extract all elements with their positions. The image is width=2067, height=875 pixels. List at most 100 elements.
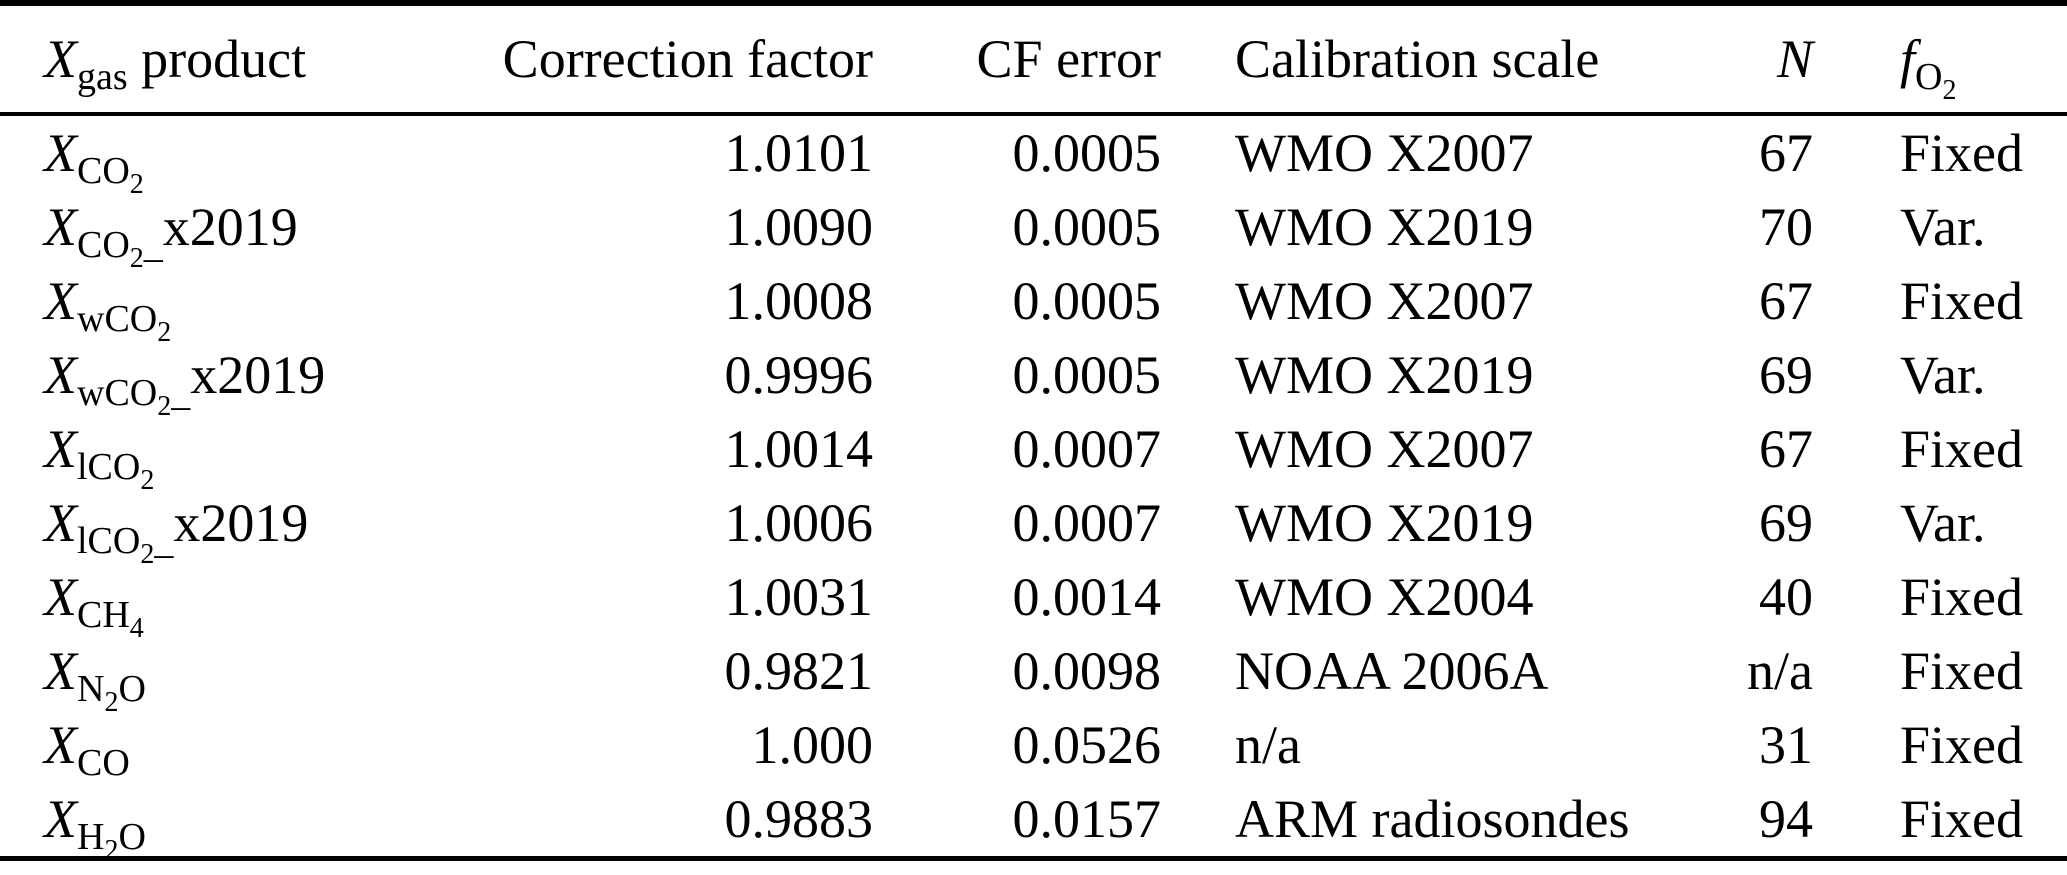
- cell-fo2: Var.: [1900, 345, 1986, 405]
- cell-calibration-scale: n/a: [1235, 715, 1301, 775]
- subscript-text: lCO: [77, 446, 141, 488]
- cell-fo2: Fixed: [1900, 715, 2024, 775]
- cell-fo2: Var.: [1900, 493, 1986, 553]
- cell-xgas-product: XCO2_x2019: [0, 190, 474, 273]
- table-header: Xgas product Correction factor CF error …: [0, 3, 2067, 114]
- cell-correction-factor: 0.9821: [724, 641, 874, 701]
- cell-cf-error: 0.0157: [1012, 789, 1162, 849]
- cell-correction-factor: 1.000: [751, 715, 874, 775]
- cell-xgas-product: XN2O: [0, 634, 474, 717]
- subscript-text: gas: [77, 56, 128, 98]
- label-text: X: [44, 715, 77, 775]
- col-header-n: N: [1735, 3, 1815, 114]
- label-text: x2019: [190, 345, 326, 405]
- cell-xgas-product: XlCO2_x2019: [0, 486, 474, 569]
- label-text: X: [44, 123, 77, 183]
- cell-correction-factor: 1.0090: [724, 197, 874, 257]
- cell-n: 69: [1759, 345, 1813, 405]
- cell-correction-factor: 1.0006: [724, 493, 874, 553]
- cell-xgas-product: XwCO2: [0, 264, 474, 347]
- subscript-text: 2: [104, 835, 119, 866]
- cell-n: 69: [1759, 493, 1813, 553]
- label-text: x2019: [173, 493, 309, 553]
- subscript-text: 2: [1942, 75, 1957, 106]
- cell-fo2: Var.: [1900, 197, 1986, 257]
- subscript-text: CO: [77, 742, 130, 784]
- cell-xgas-product: XH2O: [0, 782, 474, 865]
- label-text: X: [44, 345, 77, 405]
- cell-n: 31: [1759, 715, 1813, 775]
- cell-cf-error: 0.0007: [1012, 419, 1162, 479]
- col-header-cf-error: CF error: [976, 29, 1161, 89]
- table-row: XlCO2 1.0014 0.0007 WMO X2007 67 Fixed: [0, 412, 2067, 495]
- subscript-text: _: [154, 520, 174, 562]
- cell-calibration-scale: WMO X2004: [1235, 567, 1534, 627]
- cell-cf-error: 0.0014: [1012, 567, 1162, 627]
- table-row: XwCO2_x2019 0.9996 0.0005 WMO X2019 69 V…: [0, 338, 2067, 421]
- cell-calibration-scale: ARM radiosondes: [1235, 789, 1630, 849]
- table-row: XN2O 0.9821 0.0098 NOAA 2006A n/a Fixed: [0, 634, 2067, 717]
- cell-calibration-scale: WMO X2019: [1235, 493, 1534, 553]
- cell-xgas-product: XCO2: [0, 114, 474, 199]
- cell-xgas-product: XCH4: [0, 560, 474, 643]
- cell-cf-error: 0.0007: [1012, 493, 1162, 553]
- cell-correction-factor: 0.9883: [724, 789, 874, 849]
- cell-n: n/a: [1747, 641, 1813, 701]
- subscript-text: _: [143, 224, 163, 266]
- table-row: XwCO2 1.0008 0.0005 WMO X2007 67 Fixed: [0, 264, 2067, 347]
- cell-calibration-scale: WMO X2007: [1235, 123, 1534, 183]
- label-text: X: [44, 641, 77, 701]
- cell-calibration-scale: NOAA 2006A: [1235, 641, 1549, 701]
- cell-fo2: Fixed: [1900, 271, 2024, 331]
- subscript-text: CO: [77, 224, 130, 266]
- subscript-text: N: [77, 668, 105, 710]
- col-header-calibration-scale: Calibration scale: [1235, 29, 1600, 89]
- subscript-text: wCO: [77, 298, 158, 340]
- subscript-text: wCO: [77, 372, 158, 414]
- cell-calibration-scale: WMO X2007: [1235, 271, 1534, 331]
- label-text: x2019: [162, 197, 298, 257]
- subscript-text: 2: [129, 169, 144, 200]
- label-text: X: [44, 789, 77, 849]
- table-row: XH2O 0.9883 0.0157 ARM radiosondes 94 Fi…: [0, 782, 2067, 865]
- cell-fo2: Fixed: [1900, 641, 2024, 701]
- table-row: XCH4 1.0031 0.0014 WMO X2004 40 Fixed: [0, 560, 2067, 643]
- subscript-text: H: [77, 816, 105, 858]
- table-row: XCO2_x2019 1.0090 0.0005 WMO X2019 70 Va…: [0, 190, 2067, 273]
- label-text: X: [44, 419, 77, 479]
- subscript-text: 2: [104, 687, 119, 718]
- cell-cf-error: 0.0005: [1012, 197, 1162, 257]
- cell-cf-error: 0.0098: [1012, 641, 1162, 701]
- cell-n: 40: [1759, 567, 1813, 627]
- subscript-text: O: [118, 668, 146, 710]
- cell-xgas-product: XCO: [0, 708, 474, 782]
- cell-fo2: Fixed: [1900, 567, 2024, 627]
- cell-cf-error: 0.0526: [1012, 715, 1162, 775]
- subscript-text: 2: [157, 317, 172, 348]
- cell-correction-factor: 1.0014: [724, 419, 874, 479]
- subscript-text: lCO: [77, 520, 141, 562]
- cell-cf-error: 0.0005: [1012, 271, 1162, 331]
- col-header-fo2: fO2: [1815, 3, 2067, 114]
- cell-correction-factor: 0.9996: [724, 345, 874, 405]
- col-header-correction-factor: Correction factor: [502, 29, 873, 89]
- cell-n: 70: [1759, 197, 1813, 257]
- cell-xgas-product: XlCO2: [0, 412, 474, 495]
- table-body: XCO2 1.0101 0.0005 WMO X2007 67 Fixed XC…: [0, 114, 2067, 865]
- label-text: X: [44, 493, 77, 553]
- label-text: X: [44, 29, 77, 89]
- subscript-text: 2: [157, 391, 172, 422]
- subscript-text: CH: [77, 594, 130, 636]
- cell-correction-factor: 1.0101: [724, 123, 874, 183]
- col-header-xgas-product: Xgas product: [0, 3, 474, 114]
- subscript-text: 2: [140, 539, 155, 570]
- label-text: X: [44, 271, 77, 331]
- cell-calibration-scale: WMO X2007: [1235, 419, 1534, 479]
- cell-cf-error: 0.0005: [1012, 123, 1162, 183]
- cell-calibration-scale: WMO X2019: [1235, 197, 1534, 257]
- subscript-text: 2: [129, 243, 144, 274]
- table-row: XlCO2_x2019 1.0006 0.0007 WMO X2019 69 V…: [0, 486, 2067, 569]
- label-text: N: [1776, 29, 1813, 89]
- label-text: product: [127, 29, 307, 89]
